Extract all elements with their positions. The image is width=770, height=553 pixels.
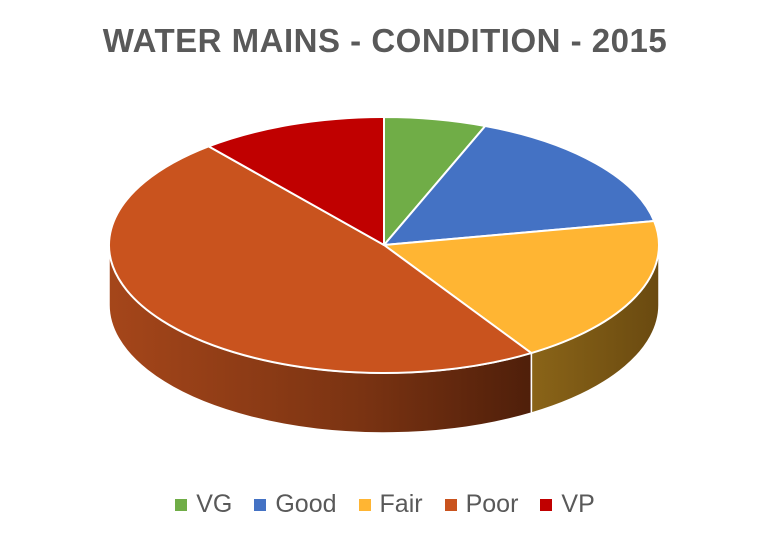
legend-swatch (444, 498, 457, 511)
chart-title: WATER MAINS - CONDITION - 2015 (102, 22, 668, 59)
pie-slice-vp (207, 116, 385, 246)
legend-item-good: Good (254, 490, 337, 519)
legend: VG Good Fair Poor VP (0, 490, 770, 519)
legend-item-vg: VG (175, 490, 232, 519)
pie-slice-poor (108, 145, 533, 374)
legend-item-vp: VP (540, 490, 595, 519)
legend-swatch (540, 498, 553, 511)
legend-label: Good (275, 490, 337, 518)
legend-label: VG (196, 490, 233, 518)
legend-swatch (358, 498, 371, 511)
legend-swatch (254, 498, 267, 511)
pie-slices (108, 116, 660, 374)
pie-slice-fair (383, 220, 660, 355)
legend-label: VP (561, 490, 595, 518)
legend-label: Fair (379, 490, 423, 518)
legend-item-poor: Poor (444, 490, 519, 519)
legend-label: Poor (465, 490, 519, 518)
legend-swatch (175, 498, 188, 511)
legend-item-fair: Fair (358, 490, 423, 519)
pie-slice-good (383, 124, 656, 246)
